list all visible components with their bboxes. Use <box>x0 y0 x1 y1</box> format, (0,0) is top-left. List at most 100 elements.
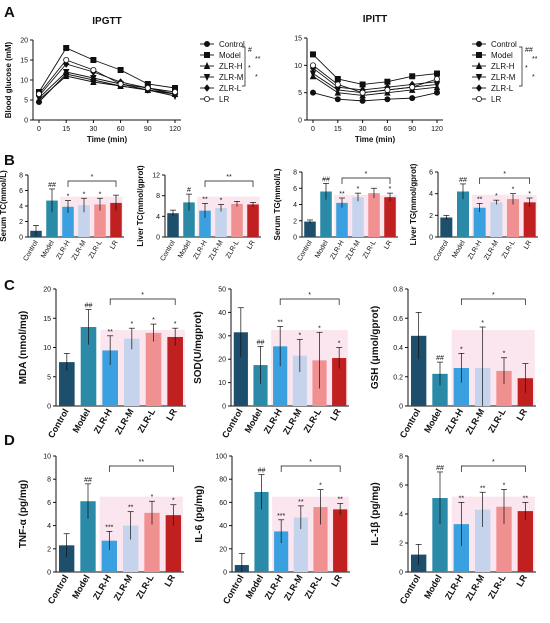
bar-7-3 <box>292 355 307 406</box>
bar-label-9-1: ## <box>84 477 92 484</box>
data-point-1-1-1 <box>334 76 341 83</box>
bar-label-6-3: * <box>130 321 133 328</box>
data-point-0-5-2 <box>90 67 97 74</box>
data-point-0-5-5 <box>171 89 178 96</box>
y-tick-label-11-4: 8 <box>399 454 403 461</box>
y-tick-label-9-3: 6 <box>47 500 51 507</box>
y-tick-label-0-1: 5 <box>24 98 28 105</box>
legend-label-1-5: LR <box>491 95 501 104</box>
y-tick-label-11-0: 0 <box>399 570 403 577</box>
significance-label-1-0: ## <box>525 47 533 54</box>
x-tick-label-2-0: Control <box>22 239 40 262</box>
data-point-1-5-4 <box>409 84 416 91</box>
bar-5-2 <box>473 207 486 237</box>
bar-2-5 <box>110 202 122 237</box>
bar-label-8-4: * <box>503 351 506 358</box>
y-tick-label-10-3: 60 <box>219 500 227 507</box>
bar-label-3-2: ** <box>202 196 208 203</box>
bar-label-2-2: * <box>67 194 70 201</box>
bar-label-7-1: ## <box>257 339 265 346</box>
x-tick-label-8-3: ZLR-M <box>464 407 487 436</box>
bar-label-7-2: ** <box>277 319 283 326</box>
bar-2-4 <box>94 204 106 237</box>
bar-3-2 <box>199 210 211 237</box>
y-tick-label-6-3: 15 <box>43 316 51 323</box>
x-tick-label-0-0: 0 <box>37 126 41 133</box>
bar-2-1 <box>46 200 58 237</box>
y-tick-label-0-4: 20 <box>20 38 28 45</box>
bar-label-9-2: *** <box>105 524 113 531</box>
y-tick-label-5-2: 4 <box>429 191 433 198</box>
y-tick-label-1-3: 15 <box>294 36 302 43</box>
y-tick-label-6-4: 20 <box>43 287 51 294</box>
y-tick-label-8-2: 0.4 <box>393 345 403 352</box>
line-chart-1: IPITT 0 5 10 15 0 15 30 60 90 120 Time (min) Control… <box>294 14 538 144</box>
x-tick-label-11-3: ZLR-M <box>464 573 487 602</box>
bar-label-10-4: * <box>319 483 322 490</box>
x-tick-label-4-2: ZLR-H <box>329 240 345 261</box>
legend-label-0-3: ZLR-M <box>219 73 244 82</box>
x-tick-label-3-2: ZLR-H <box>192 240 208 261</box>
y-tick-label-11-1: 2 <box>399 541 403 548</box>
x-tick-label-8-5: LR <box>514 407 529 423</box>
comparison-bracket-8 <box>460 298 526 305</box>
y-axis-title-6: MDA (nmol/mg) <box>18 311 29 385</box>
legend-marker-1-4 <box>475 84 483 92</box>
bar-7-2 <box>273 346 288 406</box>
data-point-1-0-1 <box>334 96 341 103</box>
bar-2-2 <box>62 206 74 237</box>
y-axis-title-4: Serum TG(mmol/L) <box>273 168 282 240</box>
y-tick-label-3-3: 12 <box>152 173 160 180</box>
y-tick-label-2-1: 2 <box>19 219 23 226</box>
x-tick-label-0-4: 90 <box>144 126 152 133</box>
y-tick-label-8-1: 0.2 <box>393 374 403 381</box>
x-tick-label-11-0: Control <box>398 573 423 606</box>
comparison-bracket-5 <box>479 177 531 184</box>
bar-label-10-5: ** <box>337 497 343 504</box>
data-point-0-5-0 <box>36 91 43 98</box>
bar-4-0 <box>304 221 316 237</box>
x-tick-label-8-2: ZLR-H <box>443 407 465 435</box>
legend-label-0-0: Control <box>219 40 245 49</box>
x-tick-label-1-2: 30 <box>359 126 367 133</box>
y-tick-label-3-0: 0 <box>156 235 160 242</box>
data-point-1-0-5 <box>433 89 440 96</box>
significance-label-1-1: ** <box>532 56 538 63</box>
legend-marker-1-1 <box>475 52 482 59</box>
data-point-1-0-3 <box>384 96 391 103</box>
bar-9-2 <box>101 540 118 572</box>
comparison-bracket-2 <box>67 180 117 187</box>
x-tick-label-8-4: ZLR-L <box>486 407 508 435</box>
bar-10-5 <box>333 509 348 572</box>
x-tick-label-9-4: ZLR-L <box>134 573 156 601</box>
bar-label-6-5: * <box>174 321 177 328</box>
bar-label-9-4: * <box>151 494 154 501</box>
y-tick-label-10-5: 100 <box>215 454 227 461</box>
x-tick-label-8-0: Control <box>398 407 423 440</box>
x-tick-label-10-5: LR <box>329 573 344 589</box>
bar-2-3 <box>78 205 90 237</box>
x-tick-label-11-2: ZLR-H <box>443 573 465 601</box>
series-line-1-5 <box>312 64 438 94</box>
y-tick-label-8-4: 0.8 <box>393 287 403 294</box>
bar-3-5 <box>247 204 259 237</box>
data-point-0-5-1 <box>63 57 70 64</box>
y-tick-label-6-0: 0 <box>47 404 51 411</box>
bar-6-0 <box>59 362 75 406</box>
x-tick-label-9-3: ZLR-M <box>112 573 135 602</box>
series-line-1-4 <box>312 67 438 91</box>
x-tick-label-5-5: LR <box>523 240 534 251</box>
x-tick-label-5-1: Model <box>451 239 467 259</box>
bar-label-5-2: ** <box>477 196 483 203</box>
bar-7-1 <box>253 365 268 406</box>
bar-10-1 <box>254 491 269 572</box>
y-axis-title-5: Liver TG(mmol/gprot) <box>409 163 418 245</box>
series-line-1-0 <box>312 92 438 102</box>
data-point-0-3-1 <box>62 69 70 77</box>
data-point-1-0-4 <box>409 95 416 102</box>
x-tick-label-0-5: 120 <box>169 126 181 133</box>
bar-chart-7: 01020304050SOD(U/mgprot)Control##Model**… <box>193 287 349 440</box>
